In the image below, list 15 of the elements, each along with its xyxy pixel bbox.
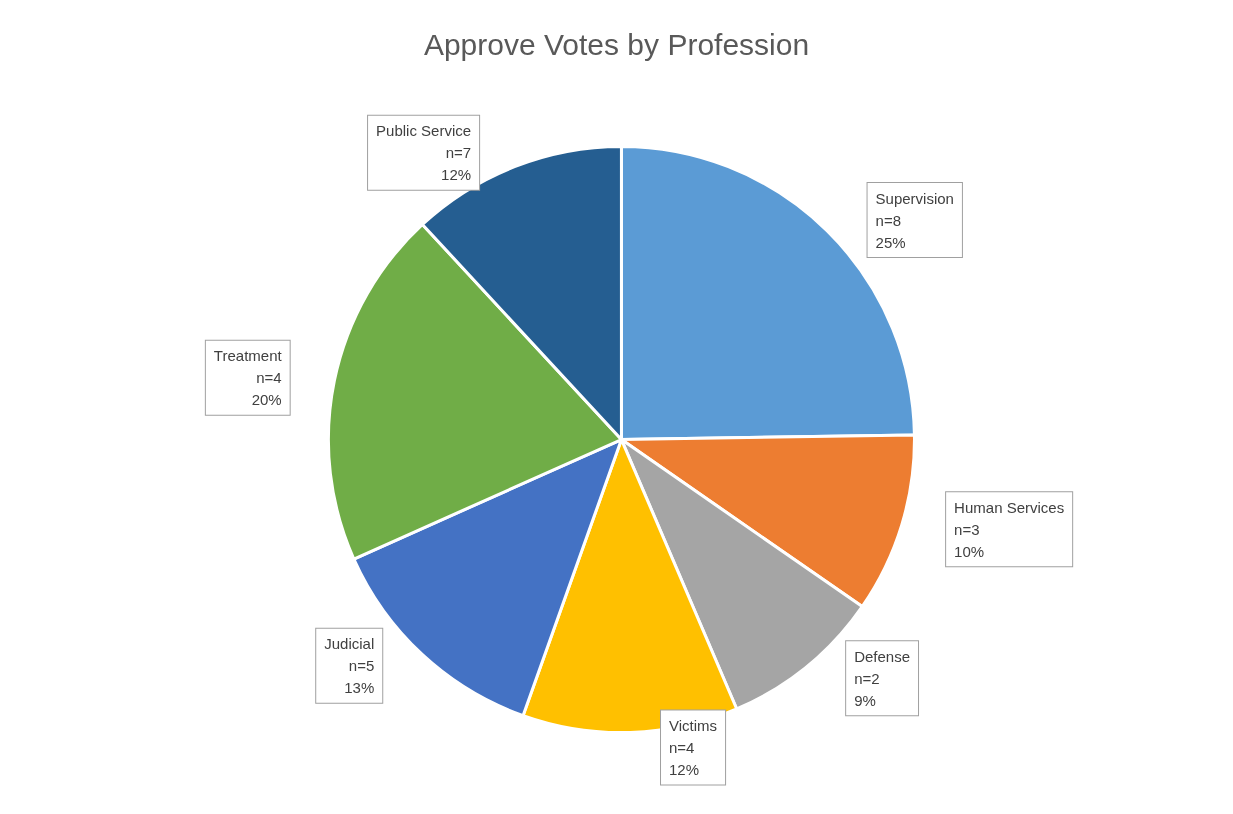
slice-label: Defense [854,647,911,665]
data-label: n=5 13% [344,657,375,697]
data-label: n=7 12% [441,144,472,184]
data-label: n=2 9% [854,669,880,709]
slice-label: Public Service [376,122,472,140]
data-label: n=4 20% [251,369,282,409]
data-label: n=3 10% [954,520,985,560]
slice-label: Victims [669,716,718,734]
chart-title: Approve Votes by Profession [423,27,810,61]
data-label: n=8 25% [875,211,906,251]
data-label: n=4 12% [669,738,700,778]
slice-label: Treatment [213,347,283,365]
slice-label: Supervision [875,189,954,207]
slice-label: Human Services [954,498,1065,516]
slice-label: Judicial [324,635,375,653]
